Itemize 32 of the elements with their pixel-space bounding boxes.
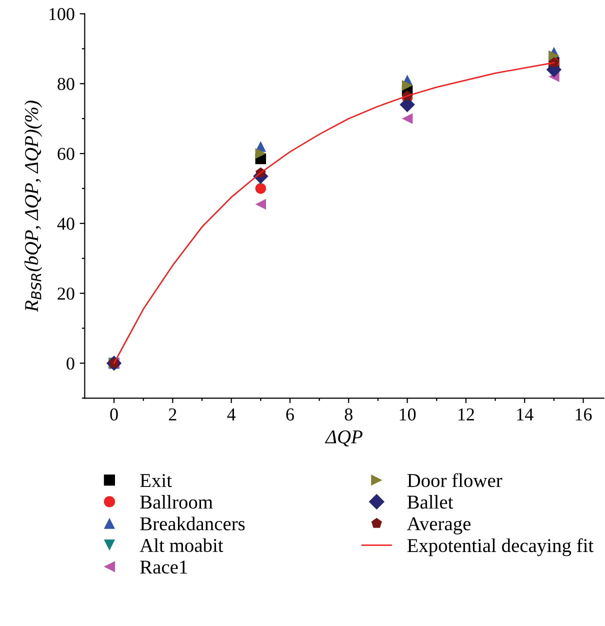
x-tick-label: 16 <box>576 408 592 421</box>
x-tick-label: 0 <box>110 408 118 421</box>
point <box>255 148 266 159</box>
legend-label: Door flower <box>407 473 502 488</box>
point <box>402 113 413 124</box>
y-tick-label: 20 <box>58 288 74 300</box>
x-tick-label: 2 <box>168 408 176 420</box>
legend-label: Exit <box>140 474 172 488</box>
x-tick-label: 14 <box>517 408 534 420</box>
legend-label: Ballet <box>407 495 454 509</box>
x-axis-title: ΔQP <box>324 430 362 446</box>
legend-label: Average <box>406 517 471 534</box>
point <box>255 183 266 194</box>
y-axis-title: R$_{BSR}$(bQP, ΔQP, ΔQP)(%) <box>24 100 42 312</box>
point <box>402 80 413 91</box>
y-tick-label: 80 <box>58 78 74 90</box>
x-tick-label: 12 <box>458 408 474 420</box>
x-tick-label: 4 <box>227 408 236 420</box>
legend-label: Ballroom <box>140 495 213 509</box>
legend-label: Race1 <box>140 560 188 574</box>
legend-label: Breakdancers <box>140 516 245 530</box>
y-tick-label: 100 <box>49 8 74 20</box>
point <box>255 198 266 210</box>
x-tick-label: 10 <box>400 408 416 421</box>
y-tick-label: 0 <box>66 357 74 370</box>
legend-label: Alt moabit <box>140 538 224 552</box>
y-tick-label: 60 <box>58 148 74 160</box>
point <box>548 50 560 62</box>
x-tick-label: 8 <box>344 408 352 421</box>
y-tick-label: 40 <box>57 218 74 230</box>
x-tick-label: 6 <box>286 408 294 421</box>
legend-label: Expotential decaying fit <box>407 538 594 556</box>
